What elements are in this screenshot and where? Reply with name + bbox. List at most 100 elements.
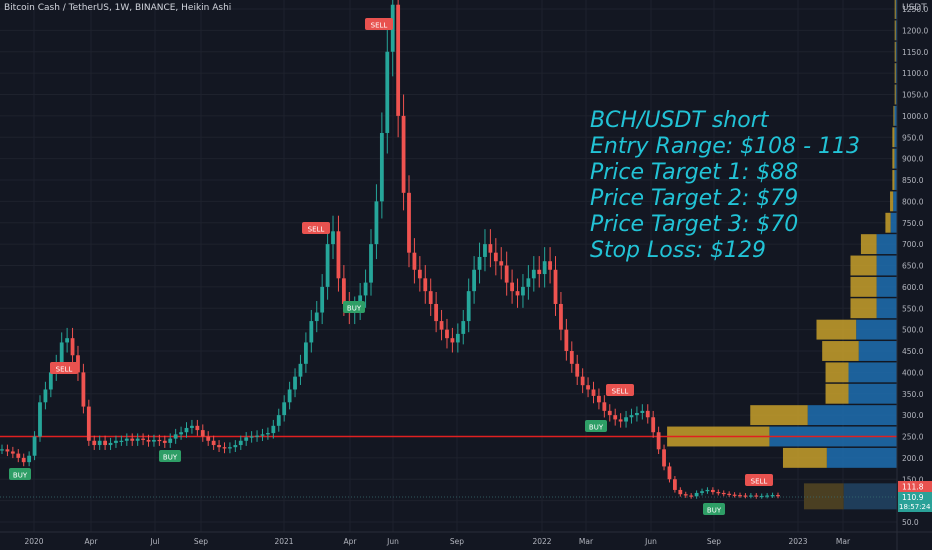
- volume-profile-up-bar: [826, 447, 897, 468]
- candle-body: [86, 406, 91, 441]
- buy-signal-badge[interactable]: [703, 503, 725, 515]
- candle-body: [499, 261, 504, 266]
- price-tick-label: 1000.0: [902, 112, 928, 121]
- annotation-title: BCH/USDT short: [590, 108, 769, 133]
- candle-body: [689, 495, 694, 497]
- candle-body: [466, 291, 471, 322]
- price-tick-label: 750.0: [902, 219, 924, 228]
- price-tick-label: 400.0: [902, 368, 924, 377]
- buy-signal-badge[interactable]: [159, 450, 181, 462]
- candle-body: [645, 410, 650, 418]
- time-tick-label: Mar: [836, 537, 851, 546]
- candle-body: [81, 372, 86, 407]
- time-tick-label: Jun: [386, 537, 399, 546]
- candle-body: [396, 4, 401, 116]
- volume-profile-up-bar: [894, 127, 897, 148]
- buy-signal-badge[interactable]: [343, 301, 365, 313]
- price-tick-label: 650.0: [902, 262, 924, 271]
- price-tick-label: 950.0: [902, 133, 924, 142]
- candle-body: [472, 269, 477, 292]
- candle-body: [70, 338, 75, 356]
- candle-body: [586, 385, 590, 390]
- volume-profile-up-bar: [876, 234, 897, 255]
- volume-profile-down-bar: [894, 84, 896, 105]
- candle-body: [21, 457, 26, 463]
- sell-signal-badge[interactable]: [302, 222, 330, 234]
- candle-body: [651, 417, 656, 433]
- candle-body: [412, 252, 417, 270]
- candle-body: [65, 338, 70, 343]
- candle-body: [575, 363, 580, 377]
- candle-body: [504, 265, 509, 283]
- candle-body: [401, 115, 406, 193]
- candle-body: [564, 329, 569, 351]
- volume-profile-down-bar: [894, 63, 896, 84]
- candle-body: [298, 363, 303, 377]
- candle-body: [287, 389, 292, 403]
- signal-label: BUY: [589, 424, 604, 432]
- candle-body: [43, 389, 48, 403]
- volume-profile-down-bar: [825, 362, 849, 383]
- candle-body: [249, 436, 254, 438]
- candle-body: [32, 436, 37, 456]
- candle-body: [450, 338, 455, 343]
- candle-body: [48, 372, 53, 390]
- trade-annotation[interactable]: BCH/USDT short Entry Range: $108 - 113 P…: [590, 108, 860, 264]
- candle-body: [667, 466, 672, 480]
- sell-signal-badge[interactable]: [606, 384, 634, 396]
- candle-body: [168, 438, 173, 443]
- time-tick-label: Jun: [644, 537, 657, 546]
- volume-profile-down-bar: [860, 234, 877, 255]
- buy-signal-badge[interactable]: [9, 468, 31, 480]
- candle-body: [618, 419, 623, 422]
- last-price-badge[interactable]: [898, 481, 932, 492]
- symbol-info: Bitcoin Cash / TetherUS, 1W, BINANCE, He…: [4, 3, 232, 13]
- candle-body: [92, 440, 97, 446]
- sell-signal-badge[interactable]: [50, 362, 78, 374]
- buy-signal-badge[interactable]: [585, 420, 607, 432]
- candle-body: [331, 231, 335, 245]
- candle-body: [266, 433, 270, 435]
- current-price-label: 110.9: [902, 493, 924, 502]
- candle-body: [320, 286, 325, 313]
- candle-body: [336, 231, 341, 279]
- signal-label: SELL: [612, 388, 629, 396]
- volume-profile-down-bar: [894, 41, 896, 62]
- candle-body: [569, 351, 574, 364]
- volume-profile-down-bar: [894, 0, 896, 19]
- candle-body: [445, 329, 449, 339]
- candle-body: [559, 303, 563, 330]
- candle-body: [325, 244, 330, 287]
- time-tick-label: Sep: [450, 537, 464, 546]
- candle-body: [222, 447, 227, 449]
- candle-body: [27, 455, 32, 463]
- volume-profile-down-bar: [893, 105, 895, 126]
- sell-signal-badge[interactable]: [365, 18, 393, 30]
- candle-body: [770, 495, 775, 497]
- candle-body: [716, 492, 721, 494]
- candle-body: [455, 333, 460, 343]
- candle-body: [407, 192, 411, 253]
- candle-body: [97, 440, 102, 446]
- volume-profile-down-bar: [885, 212, 891, 233]
- price-tick-label: 800.0: [902, 197, 924, 206]
- volume-profile-up-bar: [876, 276, 897, 297]
- current-price-badge[interactable]: [898, 492, 932, 512]
- candle-body: [640, 410, 645, 413]
- volume-profile-down-bar: [850, 255, 877, 276]
- volume-profile-down-bar: [892, 127, 895, 148]
- price-tick-label: 1200.0: [902, 26, 928, 35]
- candle-body: [624, 417, 628, 422]
- candle-body: [233, 445, 238, 448]
- candle-body: [732, 494, 737, 496]
- annotation-target-1: Price Target 1: $88: [590, 160, 799, 185]
- candle-body: [662, 449, 666, 467]
- sell-signal-badge[interactable]: [745, 474, 773, 486]
- volume-profile-down-bar: [750, 405, 808, 426]
- signal-label: BUY: [707, 507, 722, 515]
- candle-body: [521, 286, 525, 296]
- candle-body: [493, 252, 498, 262]
- candle-body: [190, 425, 194, 428]
